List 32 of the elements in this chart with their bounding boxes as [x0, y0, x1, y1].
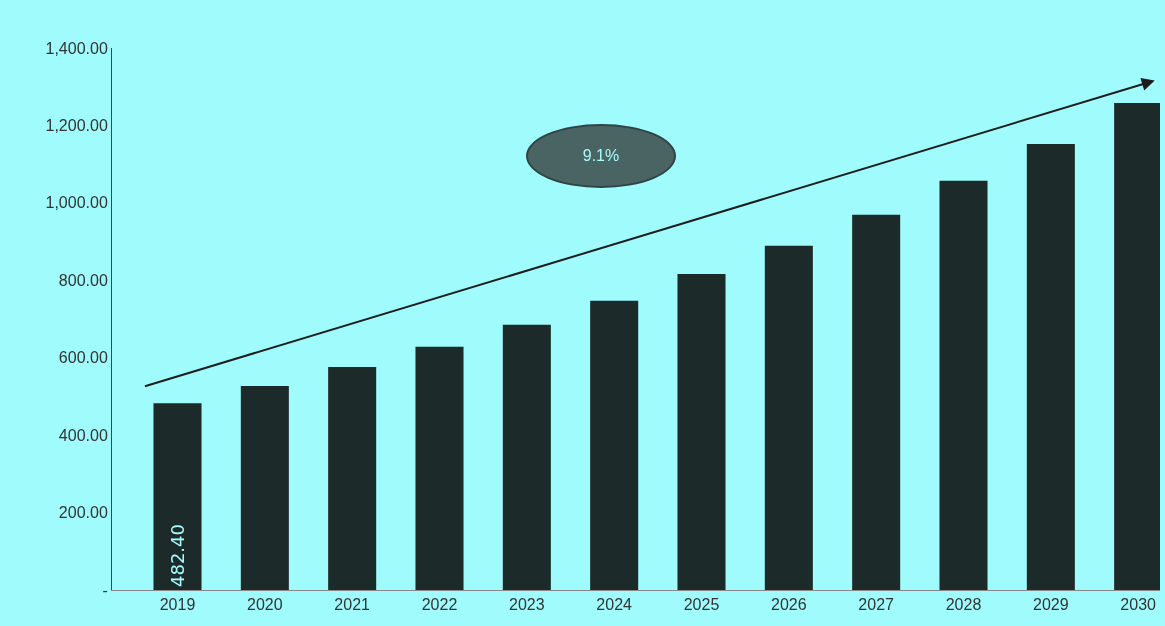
- x-tick-label: 2030: [1120, 596, 1157, 614]
- x-tick-label: 2020: [247, 596, 283, 614]
- y-tick-label: 200.00: [58, 504, 108, 522]
- x-tick-label: 2021: [334, 596, 371, 614]
- bar: [153, 403, 202, 590]
- x-tick-label: 2024: [596, 596, 633, 614]
- x-tick-label: 2019: [159, 596, 196, 614]
- bar: [1026, 144, 1075, 590]
- y-tick-label: 800.00: [58, 271, 108, 289]
- y-tick-label: 1,400.00: [45, 39, 108, 57]
- y-tick-label: 400.00: [58, 426, 108, 444]
- x-tick-label: 2028: [945, 596, 982, 614]
- y-tick-label: 1,200.00: [45, 117, 108, 135]
- bar: [677, 274, 726, 590]
- y-tick-label: 600.00: [58, 349, 108, 367]
- bar: [590, 300, 639, 590]
- y-tick-label: -: [102, 581, 108, 599]
- bar: [939, 180, 988, 590]
- bar: [764, 245, 813, 590]
- x-tick-label: 2023: [509, 596, 545, 614]
- data-label: 482.40: [167, 524, 188, 587]
- x-tick-label: 2025: [683, 596, 720, 614]
- bar: [415, 346, 464, 590]
- bar: [852, 214, 901, 590]
- x-tick-label: 2022: [421, 596, 458, 614]
- bar: [502, 324, 551, 590]
- x-tick-label: 2027: [858, 596, 895, 614]
- x-tick-label: 2029: [1033, 596, 1069, 614]
- bar: [240, 385, 289, 590]
- y-tick-label: 1,000.00: [45, 194, 108, 212]
- bar: [328, 367, 377, 590]
- x-tick-label: 2026: [771, 596, 807, 614]
